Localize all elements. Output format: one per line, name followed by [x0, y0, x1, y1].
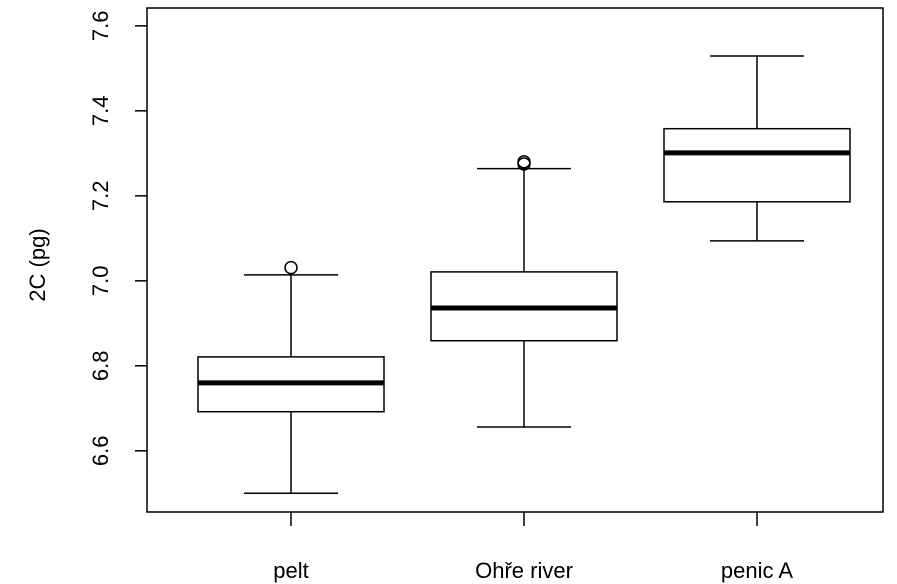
outlier [284, 260, 298, 275]
y-axis-label: 2C (pg) [25, 228, 50, 301]
x-tick-label: pelt [273, 558, 308, 583]
x-tick-label: penic A [721, 558, 793, 583]
y-tick-label: 6.8 [88, 351, 113, 382]
plot-frame [146, 7, 884, 513]
x-tick-label: Ohře river [475, 558, 573, 583]
outlier [517, 157, 531, 171]
box [663, 127, 851, 203]
y-tick-label: 7.4 [88, 96, 113, 127]
y-tick-label: 7.0 [88, 266, 113, 297]
y-tick-label: 6.6 [88, 436, 113, 467]
y-tick-label: 7.2 [88, 181, 113, 212]
y-tick-label: 7.6 [88, 11, 113, 42]
